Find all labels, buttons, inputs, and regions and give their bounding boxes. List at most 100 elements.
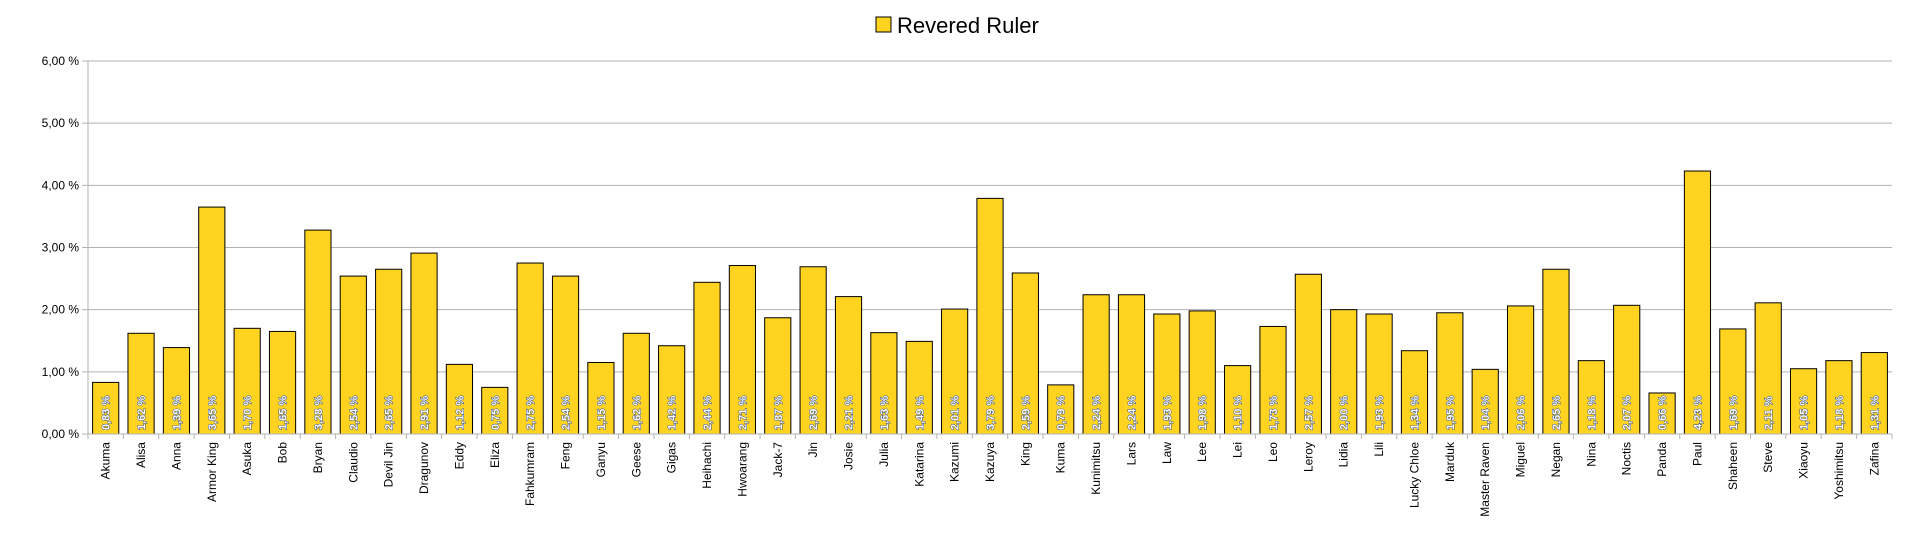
x-tick-label: Feng (559, 442, 573, 469)
data-label: 1,69 % (1728, 396, 1740, 430)
data-label: 2,71 % (737, 396, 749, 430)
data-label: 1,93 % (1374, 396, 1386, 430)
x-tick-label: Leo (1266, 442, 1280, 462)
data-label: 3,28 % (313, 396, 325, 430)
legend-swatch (875, 16, 892, 33)
x-tick-label: Yoshimitsu (1832, 442, 1846, 500)
data-label: 1,62 % (631, 396, 643, 430)
bar (410, 252, 438, 435)
legend-label: Revered Ruler (897, 13, 1039, 38)
data-label: 1,95 % (1445, 396, 1457, 430)
bar (870, 332, 898, 435)
x-tick-label: Nina (1584, 442, 1598, 467)
data-label: 1,73 % (1268, 396, 1280, 430)
bar (1330, 309, 1358, 435)
bar (905, 340, 933, 435)
data-label: 1,34 % (1409, 396, 1421, 430)
x-tick-label: Xiaoyu (1797, 442, 1811, 479)
x-tick-label: Law (1160, 442, 1174, 464)
bar (1294, 273, 1322, 435)
data-label: 1,39 % (171, 396, 183, 430)
x-tick-label: Kazuya (983, 442, 997, 482)
data-label: 2,06 % (1516, 396, 1528, 430)
y-tick-label: 4,00 % (42, 178, 80, 192)
bars (92, 170, 1888, 435)
data-label: 2,01 % (950, 396, 962, 430)
x-tick-label: Bryan (311, 442, 325, 473)
data-label: 2,54 % (348, 396, 360, 430)
x-tick-label: Josie (842, 442, 856, 470)
x-tick-label: Shaheen (1726, 442, 1740, 490)
x-tick-label: Julia (877, 442, 891, 467)
data-label: 1,93 % (1162, 396, 1174, 430)
data-label: 1,87 % (773, 396, 785, 430)
bar (551, 275, 580, 435)
data-label: 1,98 % (1197, 396, 1209, 430)
data-label: 1,62 % (136, 396, 148, 430)
bar (1471, 368, 1499, 435)
x-tick-label: Gigas (665, 442, 679, 473)
data-label: 2,00 % (1339, 396, 1351, 430)
x-tick-label: Hwoarang (735, 442, 749, 497)
x-axis-ticks: Akuma Alisa Anna Armor King Asuka Bob Bryan Cla… (99, 441, 1882, 517)
bar (1719, 328, 1747, 435)
y-tick-label: 2,00 % (42, 303, 80, 317)
y-tick-label: 0,00 % (42, 427, 80, 441)
bar (1047, 384, 1075, 435)
x-tick-label: Devil Jin (382, 442, 396, 487)
data-label: 1,04 % (1480, 396, 1492, 430)
x-tick-label: Marduk (1443, 441, 1457, 482)
x-tick-label: Anna (169, 442, 183, 470)
bar (1754, 302, 1782, 435)
data-label: 2,11 % (1763, 396, 1775, 430)
bar (162, 347, 191, 435)
x-tick-label: Lucky Chloe (1407, 442, 1421, 508)
x-tick-label: Dragunov (417, 442, 431, 494)
data-label: 4,23 % (1692, 396, 1704, 430)
x-tick-label: Paul (1690, 442, 1704, 466)
bar (728, 265, 756, 435)
x-tick-label: Miguel (1514, 442, 1528, 477)
data-label: 1,18 % (1834, 396, 1846, 430)
bar (198, 206, 226, 435)
bar (516, 262, 544, 435)
data-label: 0,66 % (1657, 396, 1669, 430)
x-tick-label: Negan (1549, 442, 1563, 477)
data-label: 2,07 % (1622, 396, 1634, 430)
data-label: 2,24 % (1126, 396, 1138, 430)
data-labels: 0,83 % 1,62 % 1,39 % 3,65 % 1,70 % 1,65 % 3,28… (100, 395, 1882, 430)
bar (1507, 305, 1535, 435)
bar (693, 281, 721, 435)
bar (1153, 313, 1181, 435)
bar (481, 386, 509, 435)
bar (445, 363, 473, 435)
bar (587, 362, 615, 435)
x-tick-label: Bob (276, 442, 290, 464)
bar (1613, 304, 1641, 435)
x-tick-label: Claudio (346, 442, 360, 483)
data-label: 1,31 % (1869, 396, 1881, 430)
x-tick-label: Noctis (1620, 442, 1634, 475)
x-tick-label: Fahkumram (523, 442, 537, 506)
data-label: 1,49 % (914, 396, 926, 430)
x-tick-label: Steve (1761, 442, 1775, 473)
data-label: 2,91 % (419, 396, 431, 430)
bar (304, 229, 332, 435)
data-label: 2,21 % (844, 396, 856, 430)
bar (834, 296, 863, 435)
y-tick-label: 1,00 % (42, 365, 80, 379)
bar (1683, 170, 1712, 435)
x-tick-label: Kazumi (948, 442, 962, 482)
x-tick-label: Lee (1195, 442, 1209, 462)
x-tick-label: Master Raven (1478, 442, 1492, 517)
data-label: 2,54 % (561, 396, 573, 430)
x-tick-label: Panda (1655, 442, 1669, 477)
x-tick-label: Eddy (452, 442, 466, 469)
x-tick-label: Geese (629, 442, 643, 478)
data-label: 2,24 % (1091, 396, 1103, 430)
x-tick-label: Jack-7 (771, 442, 785, 478)
data-label: 1,18 % (1586, 396, 1598, 430)
legend: Revered Ruler (875, 13, 1039, 38)
x-tick-label: Eliza (488, 442, 502, 468)
